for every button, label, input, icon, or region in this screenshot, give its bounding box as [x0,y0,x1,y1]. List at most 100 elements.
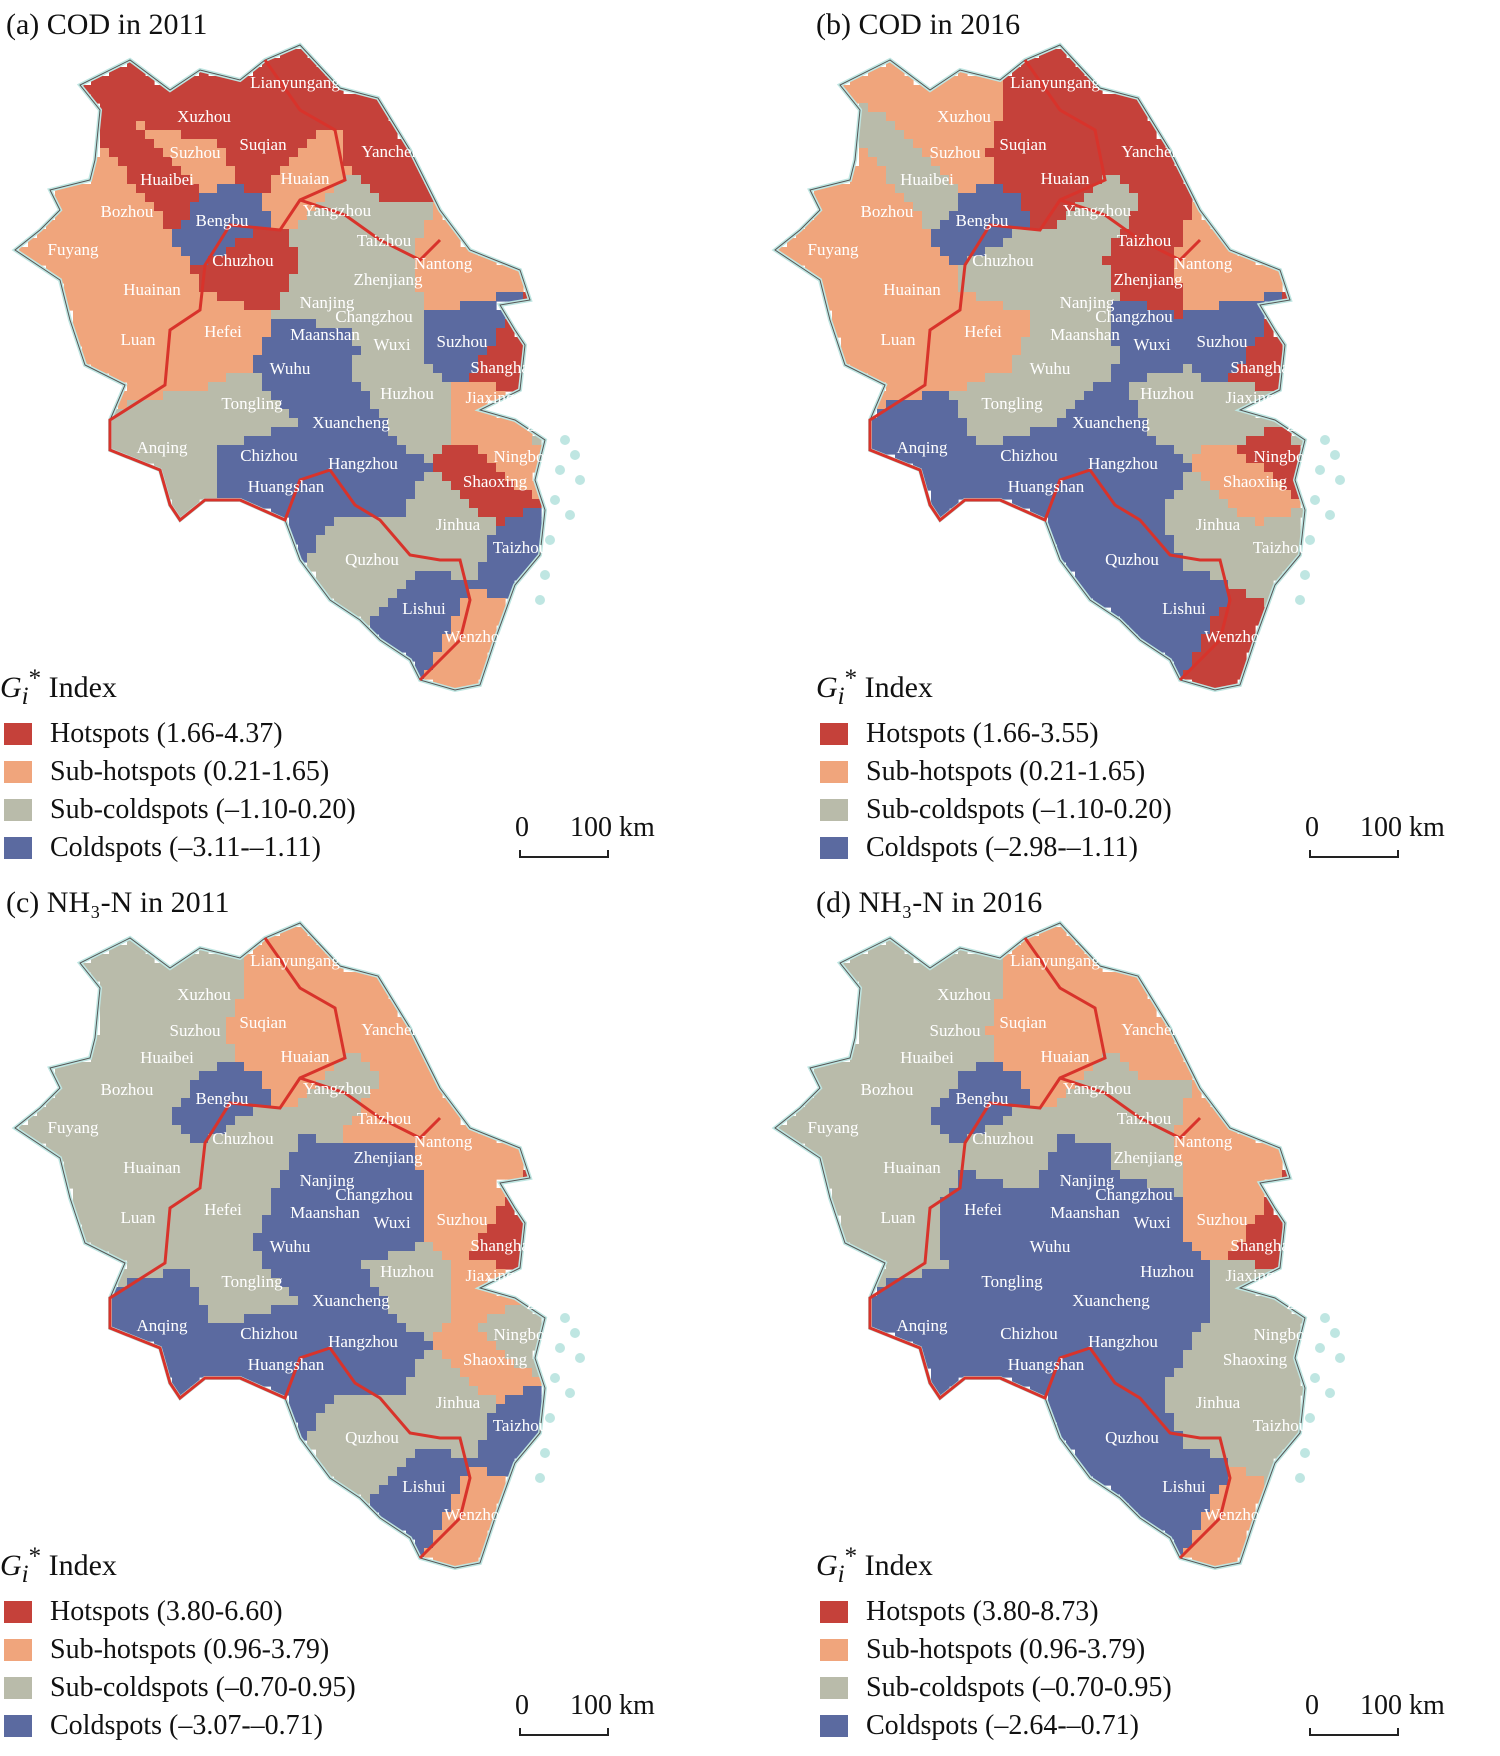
cell-wuxi [1174,355,1184,365]
cell-quzhou [1111,607,1121,617]
cell-hefei [253,346,263,356]
cell-taizhou [1264,535,1274,545]
cell-quzhou [1120,526,1130,536]
cell-hangzhou [352,481,362,491]
cell-tongling [967,400,977,410]
cell-huainan [172,247,182,257]
cell-quzhou [1093,571,1103,581]
cell-bengbu [199,202,209,212]
cell-shaoxing [478,490,488,500]
cell-huzhou [415,409,425,419]
cell-bozhou [886,229,896,239]
cell-huangshan [1030,499,1040,509]
cell-wuhu [1048,409,1058,419]
cell-luan [127,319,137,329]
cell-xuzhou [868,103,878,113]
cell-hefei [976,355,986,365]
cell-yancheng [361,166,371,176]
cell-nantong [1201,292,1211,302]
cell-zhenjiang [1138,292,1148,302]
cell-shanghai [505,328,515,338]
cell-bengbu [1003,229,1013,239]
cell-maanshan [1102,364,1112,374]
cell-chuzhou [1003,265,1013,275]
cell-yangzhou [1111,202,1121,212]
cell-maanshan [1057,328,1067,338]
cell-lishui [406,643,416,653]
cell-tongling [985,418,995,428]
cell-lianyungang [307,58,317,68]
cell-hangzhou [1156,454,1166,464]
cell-zhenjiang [1156,301,1166,311]
cell-fuyang [823,220,833,230]
cell-lishui [451,580,461,590]
cell-suzhou [1228,328,1238,338]
cell-maanshan [334,355,344,365]
cell-anqing [136,418,146,428]
cell-anqing [154,445,164,455]
cell-huainan [136,274,146,284]
cell-hefei [181,319,191,329]
cell-bengbu [1012,220,1022,230]
cell-yangzhou [1102,193,1112,203]
cell-suzhou [460,301,470,311]
cell-lianyungang [307,103,317,113]
cell-shaoxing [1237,454,1247,464]
cell-chizhou [1057,436,1067,446]
cell-suqian [1039,157,1049,167]
cell-hangzhou [334,454,344,464]
cell-yangzhou [1075,211,1085,221]
cell-suqian [1021,112,1031,122]
cell-xuzhou [235,103,245,113]
cell-chizhou [244,463,254,473]
cell-yancheng [370,121,380,131]
cell-anqing [940,499,950,509]
cell-chizhou [994,481,1004,491]
cell-nanjing [1084,310,1094,320]
province-boundary [299,198,442,262]
cell-luan [877,319,887,329]
cell-bozhou [109,220,119,230]
cell-yancheng [1129,175,1139,185]
cell-lishui [1147,634,1157,644]
cell-xuzhou [895,76,905,86]
cell-xuzhou [958,112,968,122]
cell-suzhou [1210,328,1220,338]
cell-nanjing [325,301,335,311]
cell-wenzhou [478,652,488,662]
cell-taizhou [352,256,362,266]
cell-xuancheng [1093,445,1103,455]
cell-quzhou [1102,517,1112,527]
cell-hefei [949,319,959,329]
cell-jiaxing [1246,391,1256,401]
cell-jinhua [1210,517,1220,527]
cell-fuyang [850,301,860,311]
cell-lianyungang [343,112,353,122]
cell-jinhua [1228,508,1238,518]
cell-anqing [949,445,959,455]
cell-jiaxing [1246,427,1256,437]
cell-nantong [460,256,470,266]
cell-taizhou [1255,571,1265,581]
cell-huzhou [433,400,443,410]
cell-jinhua [487,526,497,536]
cell-jinhua [442,508,452,518]
cell-suzhou [424,319,434,329]
cell-maanshan [1093,364,1103,374]
cell-chizhou [271,454,281,464]
cell-huaibei [181,175,191,185]
cell-jinhua [1219,553,1229,563]
cell-huaian [1066,175,1076,185]
cell-huaian [1066,202,1076,212]
cell-lishui [1201,625,1211,635]
cell-shaoxing [1201,472,1211,482]
cell-hefei [967,373,977,383]
cell-xuzhou [985,112,995,122]
cell-chizhou [994,472,1004,482]
province-boundary [108,59,472,682]
cell-yangzhou [1120,220,1130,230]
cell-xuzhou [868,76,878,86]
cell-nantong [487,274,497,284]
cell-taizhou [1138,229,1148,239]
cell-huangshan [1066,544,1076,554]
